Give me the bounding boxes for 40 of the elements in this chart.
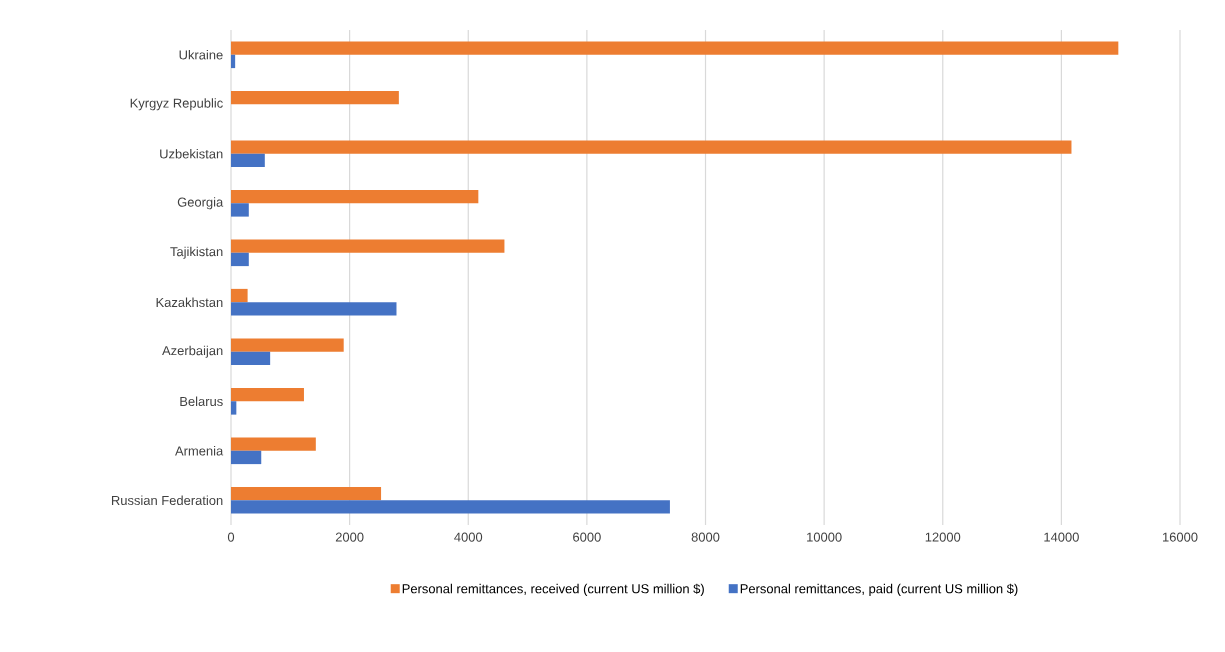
legend-label: Personal remittances, paid (current US million $) [740,583,1018,596]
y-tick-label: Ukraine [179,49,223,60]
x-tick-label: 16000 [1162,532,1198,542]
bar [231,41,1119,55]
x-tick-label: 6000 [573,532,601,542]
x-tick-label: 14000 [1044,532,1079,542]
y-tick-label: Tajikistan [170,246,223,259]
bar [231,153,265,168]
bar [231,387,304,402]
y-tick-label: Belarus [180,396,223,406]
x-tick-label: 4000 [454,532,483,542]
y-tick-label: Kyrgyz Republic [130,98,223,111]
bar [231,239,505,253]
x-tick-label: 10000 [807,532,842,542]
bar [231,351,271,366]
bar [231,500,670,514]
bar [231,140,1072,154]
bar [231,302,397,316]
bar [231,338,344,352]
y-tick-label: Georgia [177,197,224,210]
x-tick-label: 2000 [335,532,364,542]
bar [231,203,249,217]
y-tick-label: Armenia [175,445,224,456]
y-tick-label: Azerbaijan [162,345,223,358]
y-tick-label: Uzbekistan [160,148,223,159]
bar [231,288,248,303]
x-tick-label: 8000 [691,532,720,542]
y-tick-label: Russian Federation [111,495,223,505]
bar [231,437,316,451]
bar [231,486,382,501]
bar [231,54,236,69]
bar [231,450,262,465]
y-tick-label: Kazakhstan [156,297,223,307]
bar [231,189,479,204]
x-tick-label: 0 [227,532,235,542]
bar [231,401,237,415]
x-tick-label: 12000 [925,532,961,542]
bar [231,90,399,105]
bar [231,252,249,267]
legend-label: Personal remittances, received (current US million $) [402,583,704,596]
